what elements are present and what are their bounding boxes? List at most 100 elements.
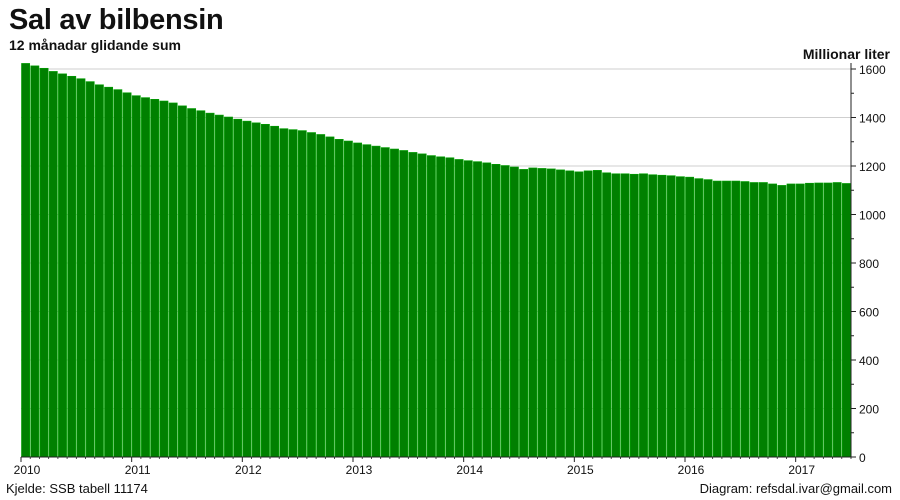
bar: [408, 152, 418, 458]
bar: [666, 175, 676, 458]
bar: [233, 118, 243, 458]
x-tick-label: 2016: [678, 463, 705, 477]
bar: [417, 153, 427, 458]
credit-note: Diagram: refsdal.ivar@gmail.com: [699, 481, 892, 496]
bar: [224, 116, 233, 458]
y-tick-label: 400: [859, 354, 879, 368]
bar: [251, 122, 261, 458]
bar: [473, 161, 482, 458]
bar: [362, 144, 372, 458]
bar: [639, 173, 648, 458]
bar: [316, 134, 326, 458]
bar: [712, 180, 722, 458]
bar: [537, 168, 547, 458]
bar: [602, 172, 612, 458]
bar: [94, 84, 104, 458]
y-tick-label: 200: [859, 403, 879, 417]
y-tick-label: 1400: [859, 112, 886, 126]
bar: [583, 170, 593, 458]
bar: [805, 182, 814, 458]
y-tick-label: 600: [859, 306, 879, 320]
bar: [436, 156, 446, 458]
bar: [556, 169, 565, 458]
bar: [823, 182, 833, 458]
bar: [104, 86, 114, 458]
bar: [205, 112, 215, 458]
bar: [528, 167, 538, 458]
bar: [196, 110, 206, 458]
bar: [150, 99, 160, 458]
bar: [58, 73, 67, 458]
y-tick-label: 1200: [859, 160, 886, 174]
bar: [214, 114, 224, 458]
bar: [390, 148, 399, 458]
bar: [343, 140, 353, 458]
bar: [620, 173, 630, 458]
gridlines: [21, 68, 851, 409]
bar: [491, 164, 501, 458]
bar: [177, 105, 187, 458]
bar: [832, 182, 842, 458]
bar: [325, 136, 335, 458]
bar: [131, 95, 141, 458]
bar: [67, 75, 77, 458]
bars: [21, 63, 851, 458]
x-tick-label: 2014: [456, 463, 483, 477]
bar: [426, 155, 436, 458]
bar: [675, 176, 685, 458]
bar: [76, 78, 86, 458]
bar: [629, 173, 639, 458]
bar: [740, 181, 750, 458]
bar: [113, 89, 123, 458]
bar: [694, 178, 704, 458]
bar: [334, 139, 344, 458]
bar: [814, 182, 824, 458]
bar: [482, 162, 492, 458]
bar: [841, 183, 851, 458]
bar: [648, 174, 658, 458]
bar: [546, 168, 556, 458]
bar: [731, 180, 741, 458]
bar: [39, 67, 49, 458]
bar: [168, 102, 178, 458]
y-tick-label: 1600: [859, 63, 886, 77]
bar: [159, 100, 169, 458]
bar: [758, 182, 768, 458]
bar: [380, 147, 390, 458]
y-tick-label: 800: [859, 257, 879, 271]
bar: [279, 128, 289, 458]
bar: [592, 170, 602, 458]
bar: [399, 150, 409, 458]
axes: 0 200 400 600 800 1000 1200 1400 1600 2010 2011 201…: [14, 63, 886, 477]
x-tick-label: 2010: [14, 463, 41, 477]
bar: [574, 171, 584, 458]
x-tick-label: 2017: [788, 463, 815, 477]
y-tick-label: 1000: [859, 209, 886, 223]
bar: [242, 120, 252, 458]
bar: [445, 157, 455, 458]
x-tick-label: 2011: [125, 463, 151, 477]
bar: [463, 160, 473, 458]
bar: [611, 173, 621, 458]
bar: [454, 159, 464, 458]
source-note: Kjelde: SSB tabell 11174: [6, 481, 148, 496]
bar: [297, 130, 307, 458]
y-axis-label: Millionar liter: [802, 46, 890, 62]
bar: [260, 123, 270, 458]
bar: [288, 129, 298, 458]
bar: [768, 183, 778, 458]
bar: [371, 145, 381, 458]
bar: [786, 183, 796, 458]
chart-title: Sal av bilbensin: [9, 4, 224, 36]
bar: [685, 176, 695, 458]
bar: [795, 183, 805, 458]
bar: [30, 65, 40, 458]
bar: [187, 108, 197, 458]
bar: [722, 180, 731, 458]
bar: [657, 174, 667, 458]
bar: [141, 97, 150, 458]
chart-subtitle: 12 månadar glidande sum: [9, 37, 181, 53]
bar: [777, 185, 787, 458]
y-tick-label: 0: [859, 451, 866, 465]
x-tick-label: 2012: [235, 463, 262, 477]
